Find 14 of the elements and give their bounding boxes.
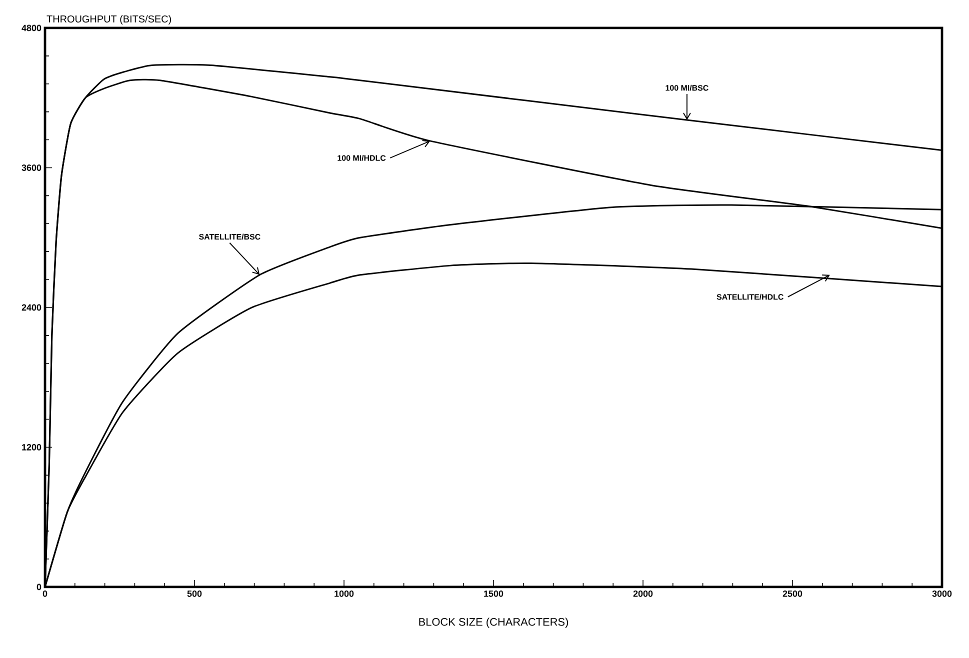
y-tick-label: 1200	[22, 444, 42, 450]
x-axis-title: BLOCK SIZE (CHARACTERS)	[419, 618, 568, 628]
y-axis-title: THROUGHPUT (BITS/SEC)	[46, 15, 171, 24]
y-tick-label: 2400	[22, 304, 42, 311]
x-tick-label: 2000	[633, 590, 653, 597]
x-tick-label: 1000	[334, 590, 354, 597]
y-tick-label: 4800	[22, 24, 42, 32]
x-tick-label: 2500	[782, 590, 802, 597]
x-tick-label: 1500	[484, 590, 504, 597]
x-tick-label: 0	[42, 590, 48, 597]
x-tick-label: 500	[187, 590, 202, 597]
x-tick-label: 3000	[932, 590, 952, 597]
y-tick-label: 3600	[22, 164, 42, 171]
y-tick-label: 0	[36, 584, 42, 590]
